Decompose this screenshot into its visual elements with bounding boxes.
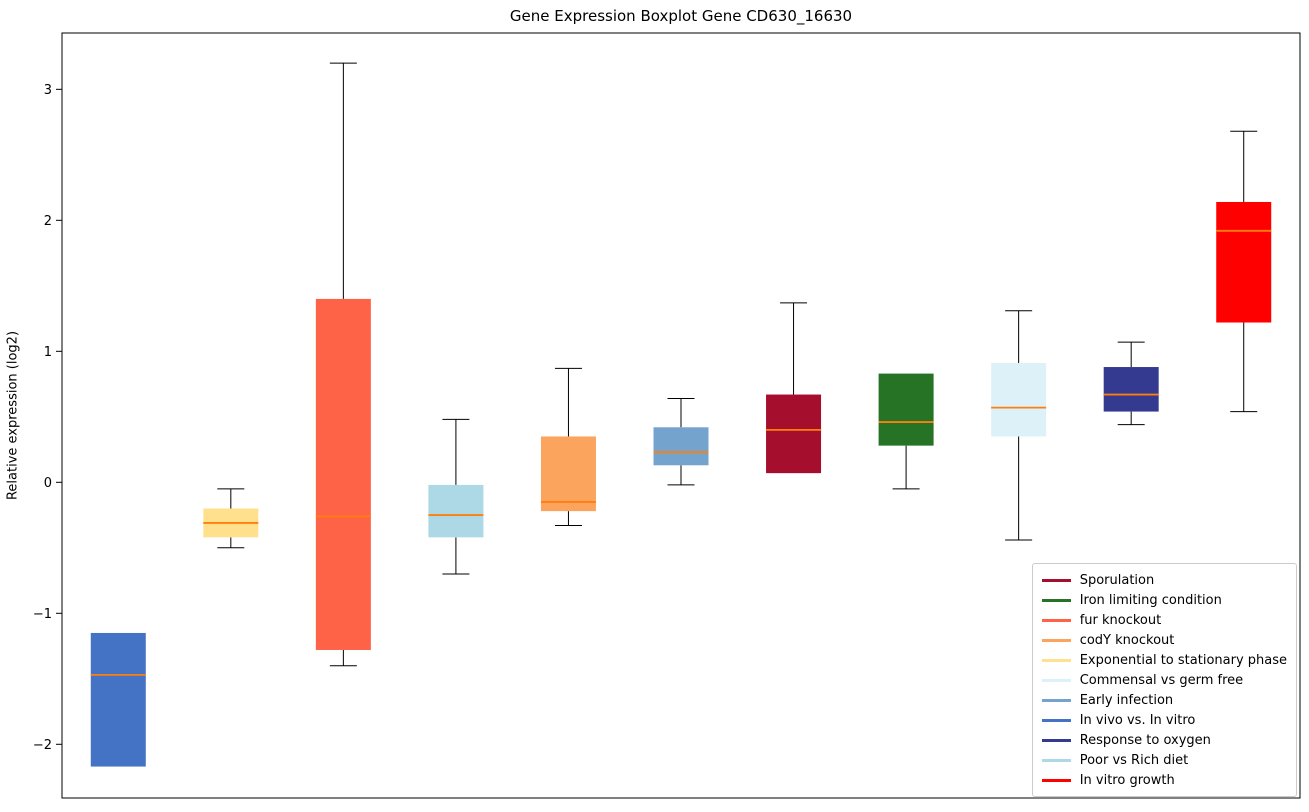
legend-item: Poor vs Rich diet bbox=[1041, 750, 1287, 770]
legend-item: Exponential to stationary phase bbox=[1041, 650, 1287, 670]
box-in-vivo-vs-in-vitro bbox=[90, 632, 146, 767]
legend-label: Poor vs Rich diet bbox=[1079, 752, 1189, 768]
box-cody-knockout bbox=[540, 436, 596, 512]
legend-label: fur knockout bbox=[1079, 612, 1162, 628]
box-response-to-oxygen bbox=[1103, 367, 1159, 412]
plot-border bbox=[61, 32, 1301, 799]
legend-item: Commensal vs germ free bbox=[1041, 670, 1287, 690]
box-commensal-vs-germ-free bbox=[991, 363, 1047, 437]
legend-label: Response to oxygen bbox=[1079, 732, 1211, 748]
legend-swatch bbox=[1041, 778, 1071, 782]
legend: Sporulation Iron limiting condition fur kn… bbox=[1031, 563, 1297, 797]
y-tick-label: 0 bbox=[44, 476, 52, 491]
legend-swatch bbox=[1041, 598, 1071, 602]
box-fur-knockout bbox=[315, 298, 371, 650]
box-poor-vs-rich-diet bbox=[428, 484, 484, 538]
y-tick-label: −1 bbox=[33, 607, 52, 622]
legend-item: Response to oxygen bbox=[1041, 730, 1287, 750]
box-sporulation bbox=[766, 394, 822, 474]
legend-item: In vivo vs. In vitro bbox=[1041, 710, 1287, 730]
y-tick-label: −2 bbox=[33, 738, 52, 753]
legend-label: codY knockout bbox=[1079, 632, 1175, 648]
legend-label: In vitro growth bbox=[1079, 772, 1175, 788]
legend-label: Iron limiting condition bbox=[1079, 592, 1222, 608]
legend-swatch bbox=[1041, 618, 1071, 622]
legend-swatch bbox=[1041, 718, 1071, 722]
legend-swatch bbox=[1041, 738, 1071, 742]
legend-item: codY knockout bbox=[1041, 630, 1287, 650]
chart-title: Gene Expression Boxplot Gene CD630_16630 bbox=[509, 7, 853, 25]
box-early-infection bbox=[653, 427, 709, 466]
box-in-vitro-growth bbox=[1216, 201, 1272, 323]
legend-swatch bbox=[1041, 698, 1071, 702]
y-tick-label: 3 bbox=[44, 83, 52, 98]
legend-item: In vitro growth bbox=[1041, 770, 1287, 790]
legend-item: Sporulation bbox=[1041, 570, 1287, 590]
y-tick-label: 1 bbox=[44, 345, 52, 360]
y-tick-label: 2 bbox=[44, 214, 52, 229]
legend-label: Early infection bbox=[1079, 692, 1174, 708]
legend-item: Early infection bbox=[1041, 690, 1287, 710]
legend-swatch bbox=[1041, 578, 1071, 582]
legend-swatch bbox=[1041, 678, 1071, 682]
legend-label: In vivo vs. In vitro bbox=[1079, 712, 1196, 728]
legend-swatch bbox=[1041, 758, 1071, 762]
legend-label: Exponential to stationary phase bbox=[1079, 652, 1287, 668]
box-iron-limiting-condition bbox=[878, 373, 934, 446]
legend-item: fur knockout bbox=[1041, 610, 1287, 630]
legend-label: Sporulation bbox=[1079, 572, 1155, 588]
legend-swatch bbox=[1041, 658, 1071, 662]
legend-swatch bbox=[1041, 638, 1071, 642]
legend-label: Commensal vs germ free bbox=[1079, 672, 1244, 688]
legend-item: Iron limiting condition bbox=[1041, 590, 1287, 610]
